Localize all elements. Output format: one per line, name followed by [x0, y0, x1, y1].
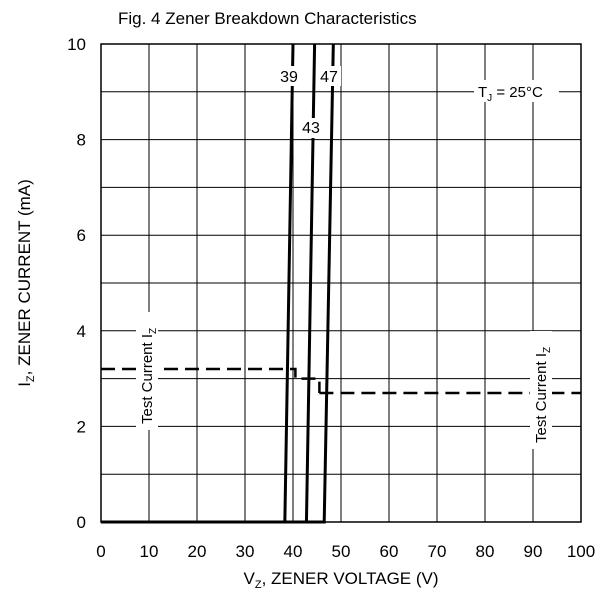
- x-tick-labels: 0 10 20 30 40 50 60 70 80 90 100: [96, 542, 595, 561]
- y-tick-label: 4: [77, 322, 86, 341]
- y-tick-label: 8: [77, 131, 86, 150]
- y-tick-label: 0: [77, 513, 86, 532]
- x-tick-label: 100: [567, 542, 595, 561]
- y-tick-label: 2: [77, 417, 86, 436]
- test-current-right-label: Test Current IZ: [533, 347, 553, 443]
- curve-label-47: 47: [320, 69, 338, 86]
- y-tick-label: 10: [67, 35, 86, 54]
- x-tick-label: 10: [140, 542, 159, 561]
- grid: [100, 43, 582, 523]
- test-current-line-1: [101, 367, 321, 393]
- x-tick-label: 60: [380, 542, 399, 561]
- x-tick-label: 70: [428, 542, 447, 561]
- test-current-left-label: Test Current IZ: [139, 328, 159, 424]
- x-axis-label: VZ, ZENER VOLTAGE (V): [243, 569, 438, 591]
- x-tick-label: 80: [476, 542, 495, 561]
- x-tick-label: 40: [284, 542, 303, 561]
- plot-frame: [100, 43, 582, 523]
- x-tick-label: 20: [188, 542, 207, 561]
- x-tick-label: 50: [332, 542, 351, 561]
- tj-annotation: TJ = 25°C: [478, 84, 543, 104]
- x-tick-label: 30: [236, 542, 255, 561]
- x-tick-label: 90: [524, 542, 543, 561]
- y-tick-label: 6: [77, 226, 86, 245]
- x-tick-label: 0: [96, 542, 105, 561]
- curve-label-43: 43: [302, 120, 320, 137]
- curve-label-39: 39: [280, 69, 298, 86]
- chart-title: Fig. 4 Zener Breakdown Characteristics: [118, 9, 417, 28]
- y-axis-label: IZ, ZENER CURRENT (mA): [15, 179, 37, 387]
- y-tick-labels: 0 2 4 6 8 10: [67, 35, 86, 532]
